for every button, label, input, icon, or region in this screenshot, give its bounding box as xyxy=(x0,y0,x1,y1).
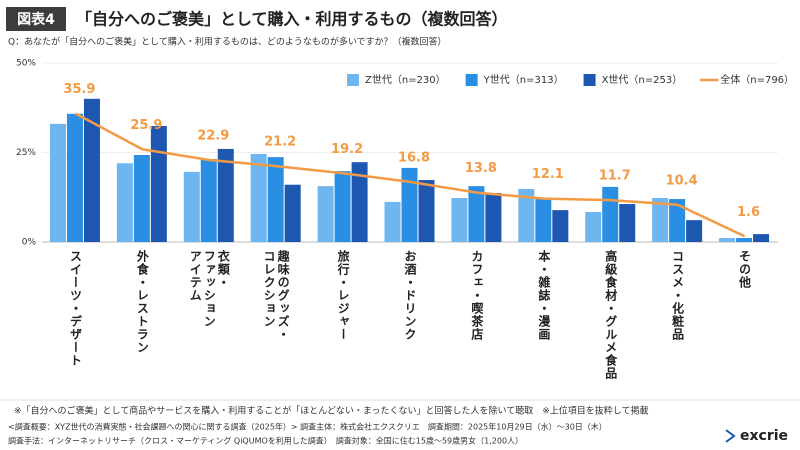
line xyxy=(74,112,746,238)
x-tick-label: カフェ・喫茶店 xyxy=(469,250,484,341)
bar xyxy=(334,171,351,242)
bar xyxy=(267,157,284,242)
y-tick-label: 0% xyxy=(22,238,37,248)
data-label: 22.9 xyxy=(197,129,229,144)
note: ※「自分へのご褒美」として商品やサービスを購入・利用することが「ほとんどない・ま… xyxy=(14,405,648,417)
legend-label: Y世代（n=313） xyxy=(483,74,564,86)
bar xyxy=(116,163,133,242)
data-label: 1.6 xyxy=(737,205,760,220)
bar xyxy=(719,238,736,242)
x-tick-label: 衣類・ ファッション アイテム xyxy=(188,250,231,328)
data-label: 19.2 xyxy=(331,142,363,157)
bar xyxy=(250,153,267,242)
bar xyxy=(619,204,636,242)
legend-swatch xyxy=(347,74,359,86)
bar xyxy=(384,201,401,242)
x-tick-label: コスメ・化粧品 xyxy=(670,250,685,341)
bar xyxy=(736,238,753,242)
bar xyxy=(317,186,334,242)
data-label: 35.9 xyxy=(63,82,95,97)
x-tick-label: スイーツ・デザート xyxy=(68,250,83,367)
bar xyxy=(150,126,167,242)
bar xyxy=(418,180,435,242)
legend-label: Z世代（n=230） xyxy=(365,74,446,86)
x-tick-label: その他 xyxy=(737,250,752,289)
legend-label: X世代（n=253） xyxy=(602,74,683,86)
bar xyxy=(552,210,569,242)
bar xyxy=(49,123,66,242)
bar xyxy=(83,98,100,242)
data-label: 10.4 xyxy=(666,173,698,188)
bar xyxy=(451,197,468,242)
badge-bg xyxy=(6,7,66,31)
title: 「自分へのご褒美」として購入・利用するもの（複数回答） xyxy=(76,10,508,29)
y-tick-label: 25% xyxy=(16,148,36,158)
bar xyxy=(133,155,150,242)
x-tick-label: 本・雑誌・漫画 xyxy=(536,250,551,341)
x-tick-label: 趣味のグッズ・ コレクション xyxy=(262,250,291,341)
badge: 図表4 xyxy=(17,11,55,28)
bar xyxy=(669,199,686,242)
bar xyxy=(200,158,217,242)
data-label: 12.1 xyxy=(532,167,564,182)
data-label: 11.7 xyxy=(599,169,631,184)
bar xyxy=(652,197,669,242)
logo-mark xyxy=(725,429,736,443)
question: Q：あなたが「自分へのご褒美」として購入・利用するものは、どのようなものが多いで… xyxy=(8,36,447,48)
bar xyxy=(686,220,703,242)
data-label: 25.9 xyxy=(130,118,162,133)
legend-label: 全体（n=796） xyxy=(720,73,794,86)
bar xyxy=(351,162,368,242)
y-tick-label: 50% xyxy=(16,59,36,69)
bar xyxy=(468,186,485,242)
bar xyxy=(183,171,200,242)
bar xyxy=(401,167,418,242)
note: 調査手法：インターネットリサーチ（クロス・マーケティング QiQUMOを利用した… xyxy=(8,436,523,446)
bar xyxy=(485,192,502,242)
bar xyxy=(284,184,301,242)
bar xyxy=(753,234,770,242)
logo: excrie xyxy=(740,428,788,444)
x-tick-label: 旅行・レジャー xyxy=(336,250,351,341)
bar xyxy=(535,199,552,242)
x-tick-label: 外食・レストラン xyxy=(135,250,150,354)
x-tick-label: 高級食材・グルメ食品 xyxy=(603,250,618,380)
bar xyxy=(585,211,602,242)
data-label: 13.8 xyxy=(465,161,497,176)
legend-swatch xyxy=(465,74,478,86)
legend-swatch xyxy=(583,74,596,86)
bar xyxy=(518,189,535,242)
note: <調査概要：XYZ世代の消費実態・社会課題への関心に関する調査（2025年）> … xyxy=(8,422,607,432)
bar xyxy=(602,186,619,242)
x-tick-label: お酒・ドリンク xyxy=(403,250,417,341)
bar xyxy=(66,113,83,242)
data-label: 21.2 xyxy=(264,135,296,150)
bar xyxy=(217,148,234,242)
data-label: 16.8 xyxy=(398,150,430,165)
